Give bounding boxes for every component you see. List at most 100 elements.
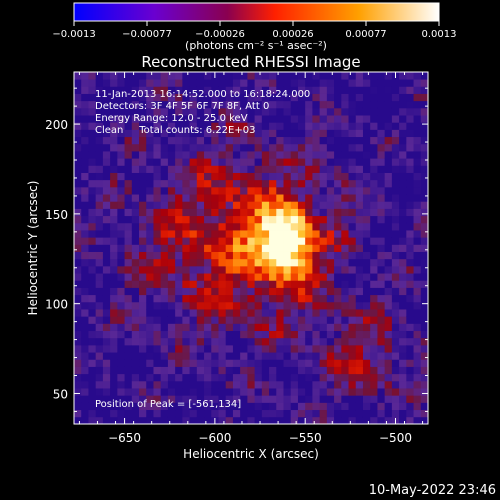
heatmap-cell bbox=[290, 352, 299, 360]
heatmap-cell bbox=[240, 79, 248, 87]
heatmap-cell bbox=[131, 237, 140, 245]
heatmap-cell bbox=[290, 222, 299, 231]
heatmap-cell bbox=[261, 158, 270, 166]
heatmap-cell bbox=[413, 201, 422, 209]
heatmap-cell bbox=[254, 165, 263, 173]
heatmap-cell bbox=[399, 122, 407, 130]
heatmap-cell bbox=[124, 294, 133, 303]
heatmap-cell bbox=[189, 330, 198, 339]
heatmap-cell bbox=[348, 280, 357, 288]
heatmap-cell bbox=[391, 337, 400, 346]
heatmap-cell bbox=[117, 273, 125, 281]
heatmap-cell bbox=[211, 165, 219, 173]
heatmap-cell bbox=[377, 158, 386, 166]
heatmap-cell bbox=[312, 380, 321, 389]
heatmap-cell bbox=[196, 179, 205, 188]
heatmap-cell bbox=[254, 330, 263, 339]
heatmap-cell bbox=[319, 323, 328, 332]
heatmap-cell bbox=[261, 143, 270, 152]
heatmap-cell bbox=[110, 151, 118, 159]
heatmap-cell bbox=[312, 179, 321, 188]
heatmap-cell bbox=[131, 366, 140, 375]
heatmap-cell bbox=[81, 237, 89, 245]
heatmap-cell bbox=[189, 280, 198, 288]
heatmap-cell bbox=[240, 93, 248, 102]
heatmap-cell bbox=[160, 244, 169, 252]
heatmap-cell bbox=[139, 201, 147, 209]
heatmap-cell bbox=[370, 244, 378, 252]
heatmap-cell bbox=[131, 373, 140, 382]
heatmap-cell bbox=[110, 337, 118, 346]
heatmap-cell bbox=[370, 122, 378, 130]
heatmap-cell bbox=[406, 294, 414, 303]
heatmap-cell bbox=[240, 416, 248, 424]
heatmap-cell bbox=[399, 337, 407, 346]
heatmap-cell bbox=[269, 402, 277, 411]
heatmap-cell bbox=[312, 273, 321, 281]
heatmap-cell bbox=[254, 301, 263, 310]
heatmap-cell bbox=[261, 380, 270, 389]
heatmap-cell bbox=[232, 380, 241, 389]
heatmap-cell bbox=[74, 79, 82, 87]
heatmap-cell bbox=[413, 380, 422, 389]
heatmap-cell bbox=[175, 352, 183, 360]
heatmap-cell bbox=[355, 100, 364, 109]
heatmap-cell bbox=[102, 251, 111, 260]
heatmap-cell bbox=[218, 72, 227, 80]
heatmap-cell bbox=[88, 143, 97, 152]
heatmap-cell bbox=[153, 294, 162, 303]
heatmap-cell bbox=[146, 194, 154, 202]
heatmap-cell bbox=[182, 316, 190, 324]
heatmap-cell bbox=[124, 344, 133, 353]
heatmap-cell bbox=[297, 366, 306, 375]
heatmap-cell bbox=[88, 93, 97, 102]
heatmap-cell bbox=[139, 86, 147, 94]
heatmap-cell bbox=[348, 143, 357, 152]
heatmap-cell bbox=[167, 115, 176, 123]
heatmap-cell bbox=[348, 309, 357, 317]
heatmap-cell bbox=[254, 186, 263, 195]
heatmap-cell bbox=[167, 273, 176, 281]
heatmap-cell bbox=[175, 373, 183, 382]
heatmap-cell bbox=[95, 352, 104, 360]
heatmap-cell bbox=[290, 330, 299, 339]
heatmap-cell bbox=[283, 179, 292, 188]
heatmap-cell bbox=[406, 215, 414, 224]
heatmap-cell bbox=[391, 115, 400, 123]
heatmap-cell bbox=[384, 337, 393, 346]
heatmap-cell bbox=[413, 143, 422, 152]
y-tick-label: 100 bbox=[45, 298, 68, 312]
heatmap-cell bbox=[146, 93, 154, 102]
heatmap-cell bbox=[189, 107, 198, 116]
heatmap-cell bbox=[269, 409, 277, 418]
heatmap-cell bbox=[247, 143, 256, 152]
heatmap-cell bbox=[124, 122, 133, 130]
heatmap-cell bbox=[370, 301, 378, 310]
heatmap-cell bbox=[204, 244, 212, 252]
heatmap-cell bbox=[247, 323, 256, 332]
heatmap-cell bbox=[131, 115, 140, 123]
heatmap-cell bbox=[88, 344, 97, 353]
heatmap-cell bbox=[218, 194, 227, 202]
heatmap-cell bbox=[160, 309, 169, 317]
heatmap-cell bbox=[240, 86, 248, 94]
heatmap-cell bbox=[341, 323, 349, 332]
heatmap-cell bbox=[305, 280, 313, 288]
heatmap-cell bbox=[102, 165, 111, 173]
heatmap-cell bbox=[225, 309, 234, 317]
heatmap-cell bbox=[348, 208, 357, 217]
heatmap-cell bbox=[276, 316, 284, 324]
heatmap-cell bbox=[102, 409, 111, 418]
heatmap-cell bbox=[312, 79, 321, 87]
heatmap-cell bbox=[95, 172, 104, 181]
heatmap-cell bbox=[153, 208, 162, 217]
colorbar-tick-label: −0.0013 bbox=[52, 29, 95, 40]
heatmap-cell bbox=[240, 388, 248, 396]
heatmap-cell bbox=[362, 115, 371, 123]
heatmap-cell bbox=[355, 251, 364, 260]
heatmap-cell bbox=[399, 265, 407, 274]
heatmap-cell bbox=[74, 294, 82, 303]
colorbar-gradient bbox=[73, 2, 440, 22]
heatmap-cell bbox=[211, 143, 219, 152]
heatmap-cell bbox=[341, 208, 349, 217]
